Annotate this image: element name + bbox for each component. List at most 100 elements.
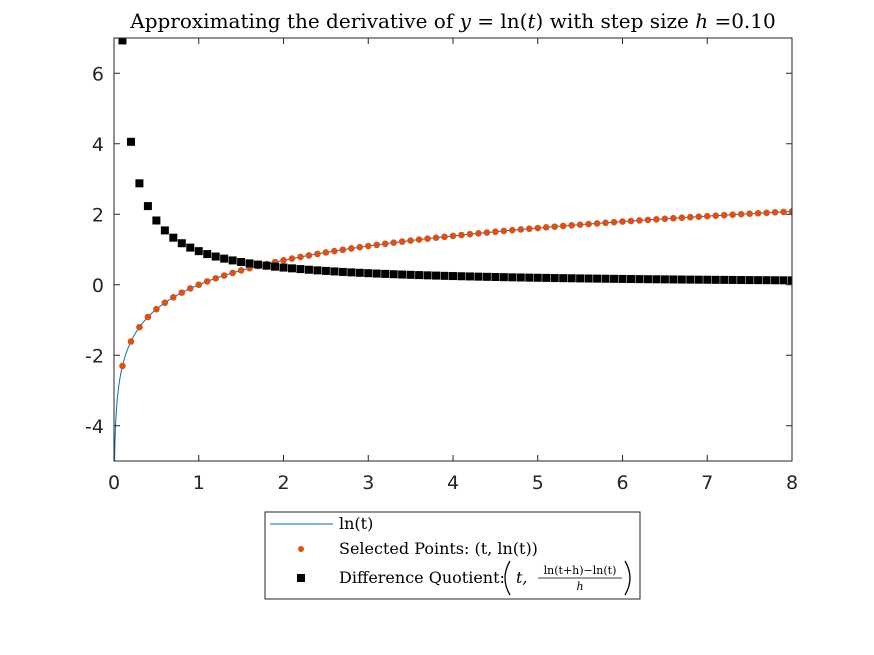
difference-quotient-point	[643, 275, 652, 284]
selected-point	[568, 222, 575, 229]
difference-quotient-point	[788, 276, 792, 285]
difference-quotient-point	[262, 261, 271, 270]
difference-quotient-point	[618, 274, 627, 283]
difference-quotient-point	[364, 269, 373, 278]
selected-point	[788, 208, 792, 215]
selected-point	[178, 289, 186, 296]
difference-quotient-point	[245, 259, 254, 268]
selected-point	[339, 246, 347, 254]
formula-numerator: ln(t+h)−ln(t)	[544, 564, 617, 577]
difference-quotient-point	[703, 275, 712, 284]
difference-quotient-point	[415, 271, 424, 280]
selected-point	[712, 212, 720, 219]
difference-quotient-point	[186, 243, 195, 252]
selected-point	[517, 226, 525, 233]
difference-quotient-point	[152, 216, 161, 225]
difference-quotient-series	[118, 38, 792, 285]
selected-point	[509, 226, 516, 234]
difference-quotient-point	[118, 38, 127, 45]
y-tick-label: -4	[85, 416, 104, 438]
difference-quotient-point	[398, 270, 407, 279]
chart-title: Approximating the derivative of y = ln(t…	[129, 9, 776, 33]
difference-quotient-point	[635, 275, 644, 284]
selected-point	[449, 232, 457, 240]
difference-quotient-point	[440, 271, 449, 280]
difference-quotient-point	[762, 276, 771, 285]
selected-point	[373, 241, 381, 249]
selected-point	[127, 338, 135, 345]
selected-point	[136, 323, 143, 331]
selected-point	[322, 249, 330, 256]
x-tick-label: 1	[193, 472, 205, 494]
legend-label-selected-points: Selected Points: (t, ln(t))	[339, 539, 538, 558]
difference-quotient-point	[389, 270, 398, 279]
difference-quotient-point	[711, 275, 720, 284]
difference-quotient-point	[567, 274, 576, 283]
legend-label-difference-quotient: Difference Quotient:	[339, 568, 505, 587]
selected-point	[280, 257, 287, 264]
difference-quotient-point	[220, 254, 229, 263]
selected-point	[695, 213, 703, 220]
difference-quotient-point	[559, 274, 568, 283]
selected-point	[432, 234, 440, 241]
difference-quotient-point	[177, 239, 186, 248]
x-tick-label: 3	[362, 472, 374, 494]
selected-point	[771, 209, 779, 216]
y-tick-label: -2	[85, 345, 104, 367]
formula-denominator: h	[576, 580, 583, 593]
selected-point	[119, 362, 126, 370]
selected-point	[687, 213, 694, 221]
x-tick-label: 8	[786, 472, 798, 494]
difference-quotient-point	[576, 274, 585, 283]
y-tick-label: 2	[92, 204, 104, 226]
selected-point	[754, 209, 762, 217]
difference-quotient-point	[423, 271, 432, 280]
selected-points-series	[119, 208, 792, 370]
selected-point	[186, 285, 194, 292]
selected-point	[144, 313, 152, 321]
difference-quotient-formula: t, ln(t+h)−ln(t) h	[504, 560, 631, 596]
selected-point	[737, 210, 745, 218]
y-axis: -4 -2 0 2 4 6	[85, 63, 792, 438]
x-tick-label: 4	[447, 472, 459, 494]
difference-quotient-point	[720, 275, 729, 284]
difference-quotient-point	[508, 273, 517, 282]
difference-quotient-point	[516, 273, 525, 282]
selected-point	[780, 208, 787, 216]
selected-point	[398, 238, 406, 245]
selected-point	[415, 236, 423, 243]
difference-quotient-point	[482, 272, 491, 281]
selected-point	[161, 299, 169, 307]
selected-point	[288, 255, 296, 262]
selected-point	[492, 228, 499, 236]
difference-quotient-point	[287, 264, 296, 273]
selected-point	[170, 294, 177, 301]
difference-quotient-point	[143, 202, 152, 211]
difference-quotient-point	[626, 275, 635, 284]
difference-quotient-point	[330, 267, 339, 276]
difference-quotient-point	[610, 274, 619, 283]
difference-quotient-point	[542, 273, 551, 282]
selected-point	[381, 240, 389, 248]
difference-quotient-point	[593, 274, 602, 283]
selected-point	[237, 267, 245, 274]
difference-quotient-point	[737, 276, 746, 285]
difference-quotient-point	[449, 272, 457, 281]
difference-quotient-point	[381, 269, 390, 278]
difference-quotient-point	[457, 272, 466, 281]
selected-point	[203, 278, 211, 285]
selected-point	[424, 235, 431, 242]
selected-point	[602, 219, 609, 227]
selected-point	[551, 223, 558, 230]
selected-point	[390, 239, 397, 246]
selected-point	[500, 227, 508, 235]
difference-quotient-point	[194, 247, 203, 256]
selected-point	[153, 305, 160, 313]
difference-quotient-point	[491, 273, 500, 282]
y-tick-label: 4	[92, 134, 104, 156]
selected-point	[610, 218, 618, 226]
selected-point	[525, 225, 533, 233]
x-tick-label: 0	[108, 472, 120, 494]
difference-quotient-point	[406, 270, 415, 279]
difference-quotient-point	[304, 265, 313, 274]
